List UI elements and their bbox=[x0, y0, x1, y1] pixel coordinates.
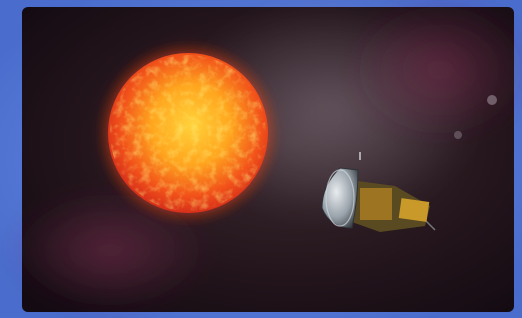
page: (() => { const data = JSON.parse(documen… bbox=[0, 0, 522, 318]
scene bbox=[0, 0, 522, 318]
instrument-bay bbox=[360, 188, 392, 220]
star bbox=[454, 131, 462, 139]
star bbox=[487, 95, 497, 105]
nebula bbox=[350, 0, 522, 140]
solar-panel bbox=[399, 198, 430, 222]
